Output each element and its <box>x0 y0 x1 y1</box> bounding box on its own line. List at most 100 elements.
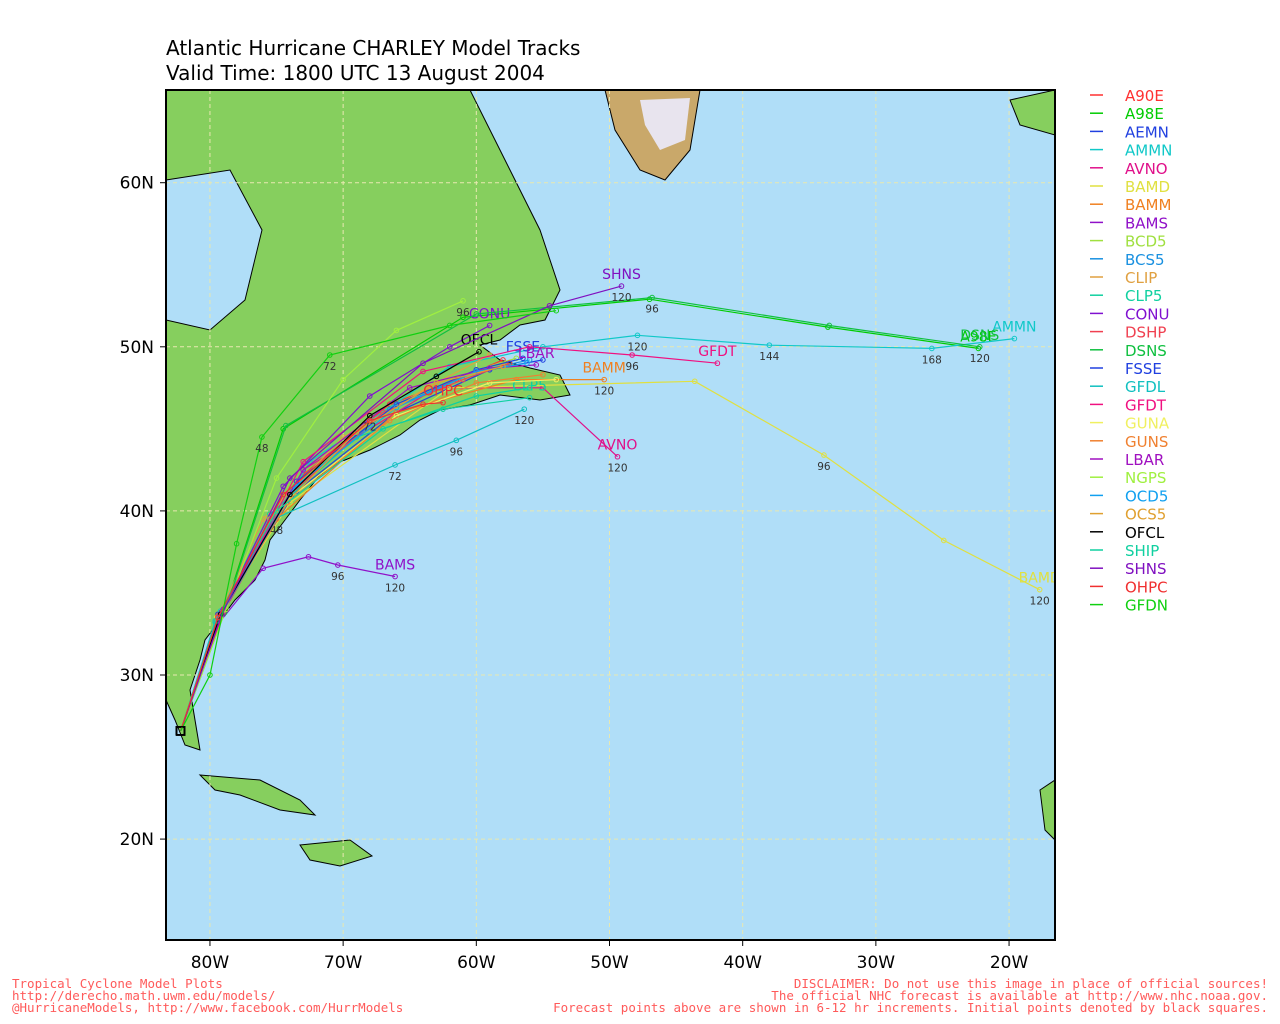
track-end-label: SHNS <box>602 267 641 283</box>
legend: A90EA98EAEMNAMMNAVNOBAMDBAMMBAMSBCD5BCS5… <box>1090 87 1172 615</box>
legend-label: DSHP <box>1125 324 1166 342</box>
legend-label: AMMN <box>1125 142 1172 160</box>
hour-label: 120 <box>627 341 647 353</box>
legend-label: GUNS <box>1125 433 1168 451</box>
hour-label: 96 <box>331 571 345 583</box>
y-tick-label: 60N <box>120 174 154 194</box>
hour-label: 96 <box>450 446 464 458</box>
track-point <box>473 368 480 375</box>
track-point <box>691 378 698 385</box>
track-point <box>446 322 453 329</box>
track-point <box>540 371 546 378</box>
track-point <box>287 491 293 498</box>
legend-label: SHIP <box>1125 542 1159 560</box>
track-point <box>540 357 546 363</box>
track <box>180 310 557 732</box>
footer: Tropical Cyclone Model Plotshttp://derec… <box>12 976 1268 1015</box>
track-point <box>524 360 530 367</box>
hour-label: 120 <box>611 292 631 304</box>
track-end-label: GFDT <box>698 344 737 360</box>
legend-label: SHNS <box>1125 560 1167 578</box>
track-point <box>629 352 635 358</box>
legend-label: BCS5 <box>1125 251 1165 269</box>
track-end-label: LBAR <box>518 346 555 362</box>
grid: 80W 70W 60W 50W 40W 30W 20W 20N 30N 40N 50N 60N <box>120 90 1055 973</box>
legend-label: LBAR <box>1125 451 1164 469</box>
track-point <box>526 394 533 401</box>
track <box>180 285 622 732</box>
initial-point <box>175 726 186 736</box>
x-tick-label: 20W <box>990 953 1029 973</box>
hour-label: 96 <box>817 461 831 473</box>
legend-label: NGPS <box>1125 469 1166 487</box>
footer-left: Tropical Cyclone Model Plots <box>12 976 223 991</box>
hour-label: 168 <box>922 354 942 366</box>
land-iceland <box>1009 90 1055 136</box>
map <box>166 90 1055 940</box>
x-tick-label: 70W <box>324 953 363 973</box>
legend-label: BAMM <box>1125 196 1171 214</box>
track-end-label: FSSE <box>506 339 540 355</box>
y-tick-label: 50N <box>120 338 154 358</box>
track-end-label: AMMN <box>992 320 1036 336</box>
track-point <box>433 380 440 386</box>
track-point <box>714 360 721 367</box>
track-point <box>526 357 533 363</box>
track-point <box>305 554 312 560</box>
track-end-label: CLP5 <box>512 379 547 395</box>
hour-label: 120 <box>970 353 990 365</box>
track-end-label: AVNO <box>598 438 638 454</box>
track-point <box>601 376 607 383</box>
legend-label: BCD5 <box>1125 233 1167 251</box>
footer-right: Forecast points above are shown in 6-12 … <box>553 1000 1268 1015</box>
track-point <box>353 429 360 435</box>
track-point <box>460 298 466 304</box>
track-point <box>393 327 400 334</box>
track-point <box>280 426 287 432</box>
hour-label: 48 <box>270 525 283 537</box>
track-point <box>473 366 480 373</box>
track-end-label: DSNS <box>960 328 999 344</box>
legend-label: DSNS <box>1125 342 1167 360</box>
track-point <box>1011 335 1018 342</box>
track-point <box>287 475 293 481</box>
track-end-label: OFCL <box>461 333 498 349</box>
track-point <box>929 345 935 352</box>
track-end-label: BAMS <box>375 558 415 574</box>
track-point <box>280 491 287 498</box>
track <box>180 408 525 731</box>
chart-subtitle: Valid Time: 1800 UTC 13 August 2004 <box>166 61 545 85</box>
track-point <box>533 362 540 368</box>
track-point <box>433 373 440 380</box>
land-africa <box>1039 779 1055 841</box>
track-point <box>940 537 947 544</box>
track-point <box>821 452 827 458</box>
track-point <box>473 393 480 399</box>
legend-label: OCD5 <box>1125 487 1168 505</box>
legend-label: GUNA <box>1125 415 1170 433</box>
track-point <box>766 342 773 348</box>
chart-title: Atlantic Hurricane CHARLEY Model Tracks <box>166 36 580 60</box>
track-point <box>259 434 265 440</box>
track-point <box>446 344 453 350</box>
track-point <box>420 368 426 375</box>
track <box>180 300 464 732</box>
track-point <box>327 352 333 358</box>
track-point <box>634 332 641 339</box>
hudson-bay <box>166 169 263 331</box>
map-frame <box>165 89 1056 941</box>
legend-label: BAMD <box>1125 178 1170 196</box>
track-point <box>649 294 655 301</box>
footer-left: @HurricaneModels, http://www.facebook.co… <box>12 1000 403 1015</box>
track-end-label: BAMD <box>1019 571 1061 587</box>
x-tick-label: 40W <box>723 953 762 973</box>
track-point <box>283 422 289 429</box>
legend-label: OHPC <box>1125 578 1168 596</box>
track-point <box>618 283 625 289</box>
hour-label: 48 <box>255 443 268 455</box>
hour-label: 96 <box>456 307 470 319</box>
track-point <box>553 307 560 314</box>
track-point <box>340 376 346 383</box>
hour-label: 96 <box>645 304 659 316</box>
track-point <box>460 314 466 321</box>
